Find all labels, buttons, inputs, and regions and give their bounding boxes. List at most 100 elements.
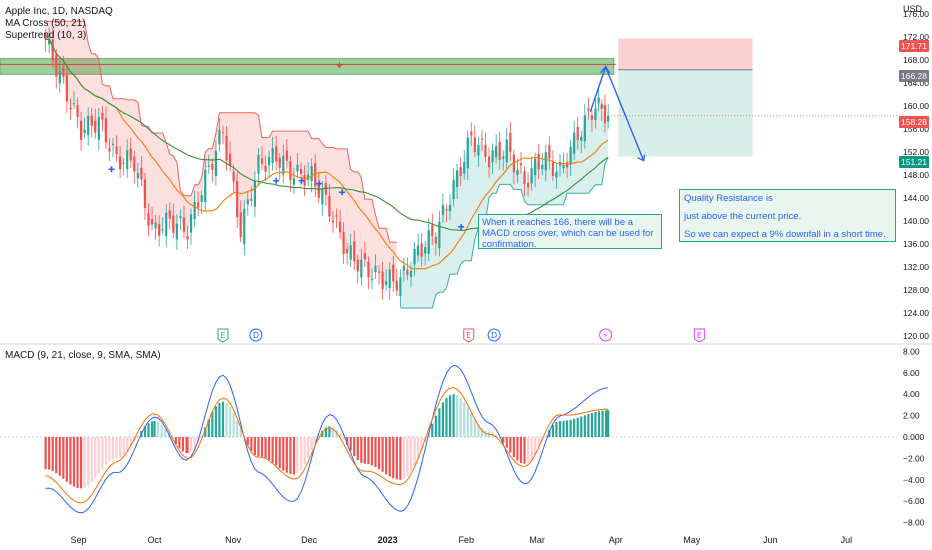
candle-body[interactable] xyxy=(168,210,171,219)
candle-body[interactable] xyxy=(470,131,473,136)
macd-histogram-bar[interactable] xyxy=(317,436,320,437)
macd-histogram-bar[interactable] xyxy=(377,437,381,470)
macd-histogram-bar[interactable] xyxy=(565,420,569,437)
macd-histogram-bar[interactable] xyxy=(466,407,469,437)
candle-body[interactable] xyxy=(65,74,68,102)
macd-histogram-bar[interactable] xyxy=(537,437,540,449)
macd-histogram-bar[interactable] xyxy=(236,420,239,437)
macd-histogram-bar[interactable] xyxy=(250,437,253,452)
macd-histogram-bar[interactable] xyxy=(367,437,370,465)
candle-body[interactable] xyxy=(388,269,391,289)
candle-body[interactable] xyxy=(310,166,313,182)
candle-body[interactable] xyxy=(186,235,189,240)
candle-body[interactable] xyxy=(165,212,168,236)
supertrend-down-line[interactable] xyxy=(45,20,397,243)
earnings-marker[interactable] xyxy=(463,328,475,343)
cross-marker-icon[interactable] xyxy=(298,177,305,184)
candle-body[interactable] xyxy=(317,183,320,199)
macd-histogram-bar[interactable] xyxy=(307,437,310,458)
macd-histogram-bar[interactable] xyxy=(409,437,413,472)
candle-body[interactable] xyxy=(392,264,395,282)
candle-body[interactable] xyxy=(537,153,540,170)
macd-histogram-bar[interactable] xyxy=(129,437,132,447)
macd-histogram-bar[interactable] xyxy=(448,395,452,437)
candle-body[interactable] xyxy=(484,144,487,157)
macd-histogram-bar[interactable] xyxy=(225,403,228,437)
candle-body[interactable] xyxy=(370,278,374,281)
candle-body[interactable] xyxy=(246,199,249,205)
macd-histogram-bar[interactable] xyxy=(363,437,366,464)
macd-histogram-bar[interactable] xyxy=(58,437,61,476)
resistance-note-callout[interactable]: Quality Resistance is just above the cur… xyxy=(679,189,896,242)
candle-body[interactable] xyxy=(544,152,547,171)
macd-histogram-bar[interactable] xyxy=(395,437,398,480)
macd-histogram-bar[interactable] xyxy=(590,412,594,437)
cross-marker-icon[interactable] xyxy=(458,223,465,230)
macd-histogram-bar[interactable] xyxy=(72,437,76,487)
macd-histogram-bar[interactable] xyxy=(218,402,221,437)
candle-body[interactable] xyxy=(526,182,530,188)
macd-histogram-bar[interactable] xyxy=(296,437,299,474)
candle-body[interactable] xyxy=(399,277,402,297)
macd-histogram-bar[interactable] xyxy=(353,437,356,457)
candle-body[interactable] xyxy=(420,243,423,257)
candle-body[interactable] xyxy=(530,168,533,184)
candle-body[interactable] xyxy=(346,248,349,253)
candle-body[interactable] xyxy=(491,150,494,163)
candle-body[interactable] xyxy=(204,169,207,202)
macd-histogram-bar[interactable] xyxy=(587,414,590,437)
macd-histogram-bar[interactable] xyxy=(232,412,235,437)
candle-body[interactable] xyxy=(331,220,335,223)
macd-histogram-bar[interactable] xyxy=(374,437,377,468)
supertrend-up-line[interactable] xyxy=(400,156,609,309)
candle-body[interactable] xyxy=(111,143,115,145)
candle-body[interactable] xyxy=(590,115,594,120)
macd-histogram-bar[interactable] xyxy=(459,397,462,437)
candle-body[interactable] xyxy=(335,215,338,217)
macd-histogram-bar[interactable] xyxy=(438,408,441,437)
macd-histogram-bar[interactable] xyxy=(214,406,217,437)
macd-histogram-bar[interactable] xyxy=(328,426,331,437)
supertrend-label[interactable]: Supertrend (10, 3) xyxy=(5,30,87,41)
candle-body[interactable] xyxy=(282,155,285,175)
candle-body[interactable] xyxy=(51,39,54,61)
macd-histogram-bar[interactable] xyxy=(580,416,583,437)
candle-body[interactable] xyxy=(161,229,164,231)
candle-body[interactable] xyxy=(147,213,150,226)
candle-body[interactable] xyxy=(523,171,526,185)
macd-histogram-bar[interactable] xyxy=(509,437,512,453)
candle-body[interactable] xyxy=(271,148,274,163)
macd-histogram-bar[interactable] xyxy=(544,435,547,437)
candle-body[interactable] xyxy=(296,164,299,172)
candle-body[interactable] xyxy=(463,161,466,174)
macd-histogram-bar[interactable] xyxy=(321,430,324,437)
candle-body[interactable] xyxy=(516,169,519,175)
macd-histogram-bar[interactable] xyxy=(157,421,160,437)
candle-body[interactable] xyxy=(126,150,129,170)
candle-body[interactable] xyxy=(473,137,476,152)
candle-body[interactable] xyxy=(562,164,565,169)
candle-body[interactable] xyxy=(360,259,363,278)
candle-body[interactable] xyxy=(179,216,182,218)
candle-body[interactable] xyxy=(597,97,600,104)
macd-histogram-bar[interactable] xyxy=(285,437,288,473)
candle-body[interactable] xyxy=(541,164,544,170)
candle-body[interactable] xyxy=(94,120,97,133)
candle-body[interactable] xyxy=(90,115,93,126)
macd-histogram-bar[interactable] xyxy=(516,437,519,461)
candle-body[interactable] xyxy=(342,232,345,255)
macd-histogram-bar[interactable] xyxy=(282,437,285,471)
macd-histogram-bar[interactable] xyxy=(189,437,193,452)
macd-histogram-bar[interactable] xyxy=(551,425,554,437)
macd-histogram-bar[interactable] xyxy=(594,411,597,437)
candle-body[interactable] xyxy=(289,161,292,180)
macd-note-callout[interactable]: When it reaches 166, there will be a MAC… xyxy=(478,214,662,250)
candle-body[interactable] xyxy=(509,132,512,152)
candle-body[interactable] xyxy=(441,204,445,215)
candle-body[interactable] xyxy=(406,269,409,275)
macd-histogram-bar[interactable] xyxy=(456,395,459,437)
candle-body[interactable] xyxy=(363,253,366,260)
candle-body[interactable] xyxy=(97,117,100,140)
macd-histogram-bar[interactable] xyxy=(431,423,434,437)
candle-body[interactable] xyxy=(83,129,86,134)
